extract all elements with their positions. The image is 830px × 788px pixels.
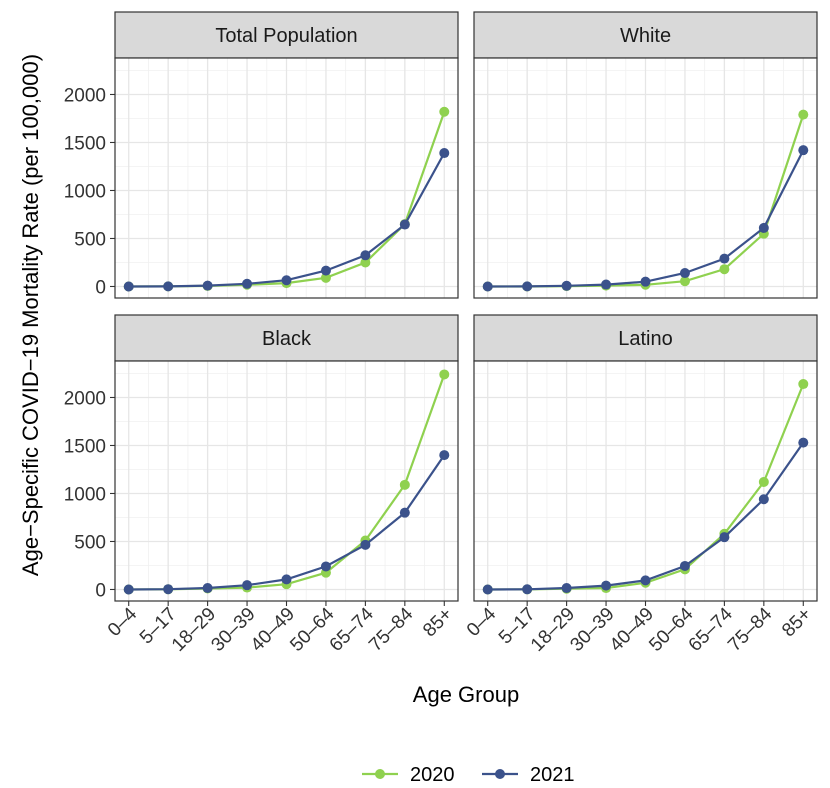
data-point-2021 — [640, 276, 651, 287]
data-point-2021 — [360, 539, 371, 550]
data-point-2020 — [360, 257, 371, 268]
panel-title: White — [620, 25, 671, 47]
panel-2: Black05001000150020000–45–1718–2930–3940… — [64, 314, 459, 656]
y-tick-label: 1500 — [64, 436, 106, 457]
data-point-2021 — [439, 450, 450, 461]
data-point-2021 — [242, 278, 253, 289]
legend-key-point — [375, 769, 385, 779]
legend-label: 2020 — [410, 764, 455, 786]
data-point-2020 — [679, 276, 690, 287]
data-point-2020 — [758, 476, 769, 487]
data-point-2021 — [482, 281, 493, 292]
data-point-2021 — [399, 219, 410, 230]
x-axis-title: Age Group — [413, 682, 519, 707]
x-tick-label: 40–49 — [606, 604, 658, 656]
data-point-2021 — [719, 532, 730, 543]
data-point-2021 — [522, 281, 533, 292]
data-point-2021 — [758, 494, 769, 505]
data-point-2021 — [679, 560, 690, 571]
data-point-2021 — [601, 580, 612, 591]
data-point-2020 — [439, 106, 450, 117]
panel-strip — [473, 314, 818, 362]
data-point-2021 — [320, 561, 331, 572]
data-point-2020 — [320, 272, 331, 283]
data-point-2021 — [123, 584, 134, 595]
data-point-2021 — [719, 253, 730, 264]
data-point-2021 — [601, 279, 612, 290]
facet-panels: Total Population 0 500 1000 1500 2000 White Bla… — [64, 11, 818, 656]
panel-3: Latino0–45–1718–2930–3940–4950–6465–7475… — [463, 314, 818, 656]
data-point-2021 — [561, 583, 572, 594]
y-tick-label: 0 — [95, 277, 106, 298]
data-point-2021 — [202, 583, 213, 594]
data-point-2021 — [202, 280, 213, 291]
panel-title: Black — [262, 328, 312, 350]
panel-strip — [114, 11, 459, 59]
data-point-2020 — [719, 264, 730, 275]
data-point-2021 — [561, 280, 572, 291]
data-point-2021 — [281, 574, 292, 585]
x-tick-label: 18–29 — [168, 604, 220, 656]
data-point-2021 — [163, 584, 174, 595]
y-axis-title: Age−Specific COVID−19 Mortality Rate (pe… — [18, 54, 43, 576]
y-tick-label: 2000 — [64, 85, 106, 106]
data-point-2021 — [522, 584, 533, 595]
legend-item-2020: 2020 — [362, 764, 455, 786]
data-point-2021 — [281, 275, 292, 286]
legend-key-point — [495, 769, 505, 779]
x-tick-label: 30–39 — [566, 604, 618, 656]
data-point-2021 — [679, 268, 690, 279]
x-tick-label: 50–64 — [286, 603, 339, 656]
y-tick-label: 0 — [95, 580, 106, 601]
x-tick-label: 18–29 — [527, 604, 579, 656]
data-point-2021 — [123, 281, 134, 292]
panel-border — [114, 57, 459, 299]
x-tick-label: 85+ — [778, 604, 816, 642]
legend-item-2021: 2021 — [482, 764, 575, 786]
panel-title: Total Population — [215, 25, 357, 47]
panel-border — [473, 57, 818, 299]
x-tick-label: 0–4 — [104, 603, 142, 641]
y-tick-label: 1500 — [64, 133, 106, 154]
panel-title: Latino — [618, 328, 673, 350]
y-tick-label: 1000 — [64, 181, 106, 202]
data-point-2020 — [798, 109, 809, 120]
data-point-2020 — [439, 369, 450, 380]
legend-label: 2021 — [530, 764, 575, 786]
data-point-2021 — [439, 148, 450, 159]
x-tick-label: 65–74 — [685, 603, 738, 656]
x-tick-label: 0–4 — [463, 603, 501, 641]
panel-0: Total Population 0 500 1000 1500 2000 — [64, 11, 459, 299]
x-tick-label: 85+ — [419, 604, 457, 642]
data-point-2021 — [360, 250, 371, 261]
legend: 2020 2021 — [362, 764, 575, 786]
data-point-2021 — [163, 281, 174, 292]
x-tick-label: 50–64 — [645, 603, 698, 656]
panel-1: White — [473, 11, 818, 299]
x-tick-label: 75–84 — [365, 603, 418, 656]
y-tick-label: 1000 — [64, 484, 106, 505]
x-tick-label: 30–39 — [207, 604, 259, 656]
y-tick-label: 500 — [74, 532, 106, 553]
data-point-2021 — [399, 507, 410, 518]
data-point-2021 — [640, 575, 651, 586]
y-tick-label: 2000 — [64, 388, 106, 409]
data-point-2021 — [482, 584, 493, 595]
x-tick-label: 40–49 — [247, 604, 299, 656]
data-point-2021 — [798, 437, 809, 448]
data-point-2021 — [758, 222, 769, 233]
data-point-2021 — [242, 580, 253, 591]
data-point-2020 — [798, 379, 809, 390]
x-tick-label: 65–74 — [326, 603, 379, 656]
data-point-2021 — [798, 145, 809, 156]
x-tick-label: 75–84 — [724, 603, 777, 656]
y-tick-label: 500 — [74, 229, 106, 250]
data-point-2020 — [399, 479, 410, 490]
data-point-2021 — [320, 265, 331, 276]
